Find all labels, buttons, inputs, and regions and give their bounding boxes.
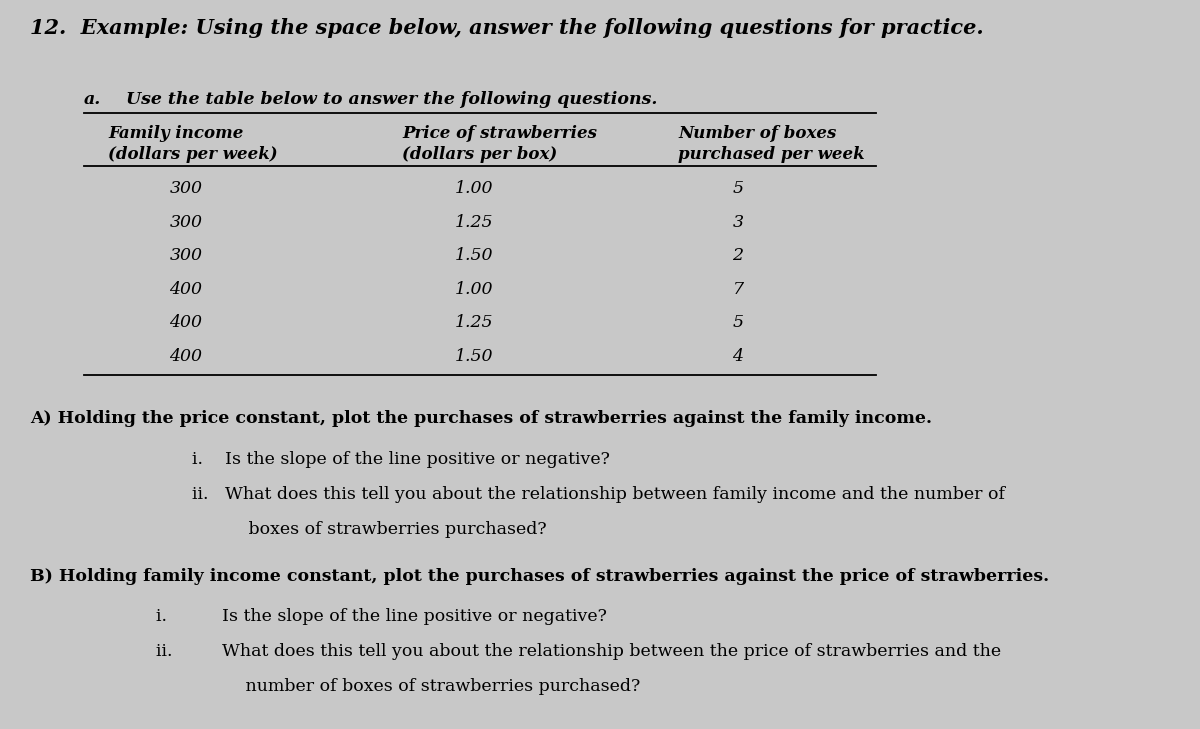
Text: 400: 400: [169, 314, 203, 331]
Text: (dollars per week): (dollars per week): [108, 146, 277, 163]
Text: 400: 400: [169, 348, 203, 364]
Text: Family income: Family income: [108, 125, 244, 142]
Text: boxes of strawberries purchased?: boxes of strawberries purchased?: [210, 521, 547, 537]
Text: 5: 5: [732, 314, 744, 331]
Text: 1.00: 1.00: [455, 281, 493, 297]
Text: number of boxes of strawberries purchased?: number of boxes of strawberries purchase…: [174, 678, 641, 695]
Text: (dollars per box): (dollars per box): [402, 146, 557, 163]
Text: 3: 3: [732, 214, 744, 230]
Text: 300: 300: [169, 247, 203, 264]
Text: Use the table below to answer the following questions.: Use the table below to answer the follow…: [126, 91, 658, 108]
Text: ii.         What does this tell you about the relationship between the price of : ii. What does this tell you about the re…: [156, 643, 1001, 660]
Text: i.    Is the slope of the line positive or negative?: i. Is the slope of the line positive or …: [192, 451, 610, 467]
Text: 1.25: 1.25: [455, 314, 493, 331]
Text: 5: 5: [732, 180, 744, 197]
Text: 2: 2: [732, 247, 744, 264]
Text: 4: 4: [732, 348, 744, 364]
Text: 300: 300: [169, 180, 203, 197]
Text: 300: 300: [169, 214, 203, 230]
Text: B) Holding family income constant, plot the purchases of strawberries against th: B) Holding family income constant, plot …: [30, 568, 1049, 585]
Text: i.          Is the slope of the line positive or negative?: i. Is the slope of the line positive or …: [156, 608, 607, 625]
Text: 1.50: 1.50: [455, 247, 493, 264]
Text: Number of boxes: Number of boxes: [678, 125, 836, 142]
Text: purchased per week: purchased per week: [678, 146, 865, 163]
Text: 1.25: 1.25: [455, 214, 493, 230]
Text: Price of strawberries: Price of strawberries: [402, 125, 598, 142]
Text: 1.00: 1.00: [455, 180, 493, 197]
Text: 1.50: 1.50: [455, 348, 493, 364]
Text: A) Holding the price constant, plot the purchases of strawberries against the fa: A) Holding the price constant, plot the …: [30, 410, 932, 427]
Text: 400: 400: [169, 281, 203, 297]
Text: ii.   What does this tell you about the relationship between family income and t: ii. What does this tell you about the re…: [192, 486, 1006, 502]
Text: 12.  Example: Using the space below, answer the following questions for practice: 12. Example: Using the space below, answ…: [30, 18, 984, 38]
Text: 7: 7: [732, 281, 744, 297]
Text: a.: a.: [84, 91, 101, 108]
